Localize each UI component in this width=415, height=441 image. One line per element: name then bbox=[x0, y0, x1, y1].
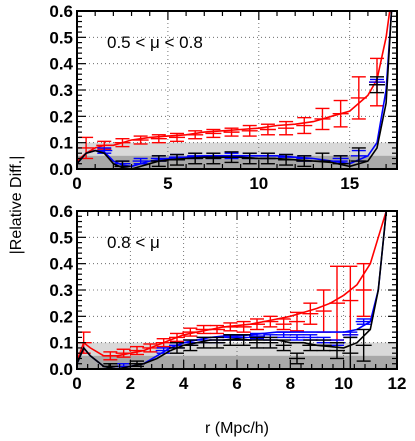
x-tick-label: 0 bbox=[72, 174, 81, 193]
data-point-black bbox=[150, 155, 167, 168]
data-point-red bbox=[222, 322, 239, 332]
x-tick-label: 4 bbox=[179, 374, 189, 393]
panel-annotation: 0.5 < μ < 0.8 bbox=[107, 33, 203, 52]
data-point-red bbox=[223, 127, 240, 137]
y-tick-label: 0.2 bbox=[49, 307, 73, 326]
x-tick-label: 8 bbox=[286, 374, 295, 393]
data-point-red bbox=[296, 116, 313, 135]
data-point-red bbox=[262, 315, 279, 328]
data-point-black bbox=[275, 339, 292, 352]
data-point-red bbox=[302, 302, 319, 325]
data-point-red bbox=[205, 128, 222, 139]
data-point-black bbox=[259, 152, 276, 165]
data-point-black bbox=[296, 155, 313, 168]
data-point-black bbox=[205, 152, 222, 165]
x-tick-label: 10 bbox=[249, 174, 268, 193]
data-point-red bbox=[209, 324, 225, 335]
panel-annotation: 0.8 < μ bbox=[107, 233, 160, 252]
x-axis-title: r (Mpc/h) bbox=[205, 420, 269, 437]
data-point-red bbox=[114, 138, 131, 148]
data-point-red bbox=[169, 132, 185, 143]
data-point-red bbox=[187, 130, 204, 140]
data-point-black bbox=[241, 152, 258, 165]
data-point-black bbox=[235, 334, 252, 346]
data-point-black bbox=[262, 336, 279, 349]
data-point-red bbox=[241, 124, 258, 137]
top-panel: 0 5 10 15 0.0 0.1 0.2 0.3 0.4 0.5 0.6 0.5 < μ < 0.8 bbox=[49, 2, 398, 193]
y-tick-label: 0.3 bbox=[49, 81, 73, 100]
data-point-red bbox=[142, 343, 159, 353]
data-point-black bbox=[315, 339, 332, 352]
data-point-red bbox=[115, 348, 132, 358]
y-tick-label: 0.0 bbox=[49, 160, 73, 179]
data-point-blue bbox=[96, 147, 113, 154]
data-point-red bbox=[129, 345, 145, 356]
data-point-blue bbox=[355, 318, 372, 325]
bottom-panel: 0 2 4 6 8 10 12 0.0 0.1 0.2 0.3 0.4 0.5 0.6 0.8 < μ bbox=[49, 202, 406, 393]
data-point-black bbox=[169, 153, 185, 166]
data-point-red bbox=[278, 120, 295, 136]
x-tick-label: 0 bbox=[72, 374, 81, 393]
data-point-red bbox=[235, 320, 252, 333]
data-point-red bbox=[329, 265, 345, 341]
data-point-blue bbox=[132, 157, 149, 165]
data-point-black bbox=[169, 341, 185, 354]
y-tick-label: 0.3 bbox=[49, 281, 73, 300]
data-point-black bbox=[314, 152, 331, 169]
y-tick-label: 0.6 bbox=[49, 202, 73, 221]
data-point-red bbox=[169, 332, 185, 343]
x-tick-label: 15 bbox=[340, 174, 359, 193]
data-point-black bbox=[187, 152, 204, 165]
data-point-black bbox=[222, 334, 239, 346]
data-point-blue bbox=[275, 331, 292, 339]
data-point-red bbox=[315, 289, 332, 333]
y-tick-label: 0.6 bbox=[49, 2, 73, 21]
y-tick-label: 0.2 bbox=[49, 107, 73, 126]
data-point-black bbox=[114, 160, 131, 169]
x-tick-label: 6 bbox=[232, 374, 241, 393]
data-point-black bbox=[278, 153, 295, 166]
data-point-black bbox=[289, 352, 305, 365]
y-tick-label: 0.4 bbox=[49, 55, 73, 74]
data-point-red bbox=[342, 265, 359, 336]
x-tick-label: 5 bbox=[163, 174, 172, 193]
data-point-red bbox=[182, 327, 199, 337]
data-point-black bbox=[355, 328, 372, 362]
data-point-blue bbox=[302, 334, 319, 341]
data-point-red bbox=[275, 318, 292, 331]
data-point-black bbox=[350, 147, 367, 169]
data-point-black bbox=[129, 360, 145, 368]
data-point-red bbox=[350, 76, 367, 120]
data-point-blue bbox=[342, 331, 359, 339]
y-tick-label: 0.1 bbox=[49, 334, 73, 353]
data-point-red bbox=[332, 99, 349, 128]
data-point-red bbox=[132, 135, 149, 145]
y-tick-label: 0.5 bbox=[49, 228, 73, 247]
data-point-black bbox=[369, 76, 385, 94]
y-tick-label: 0.5 bbox=[49, 28, 73, 47]
data-point-black bbox=[223, 151, 240, 164]
data-point-black bbox=[329, 341, 345, 360]
data-point-black bbox=[342, 336, 359, 369]
x-tick-label: 10 bbox=[334, 374, 353, 393]
data-point-black bbox=[182, 339, 199, 352]
data-point-black bbox=[209, 336, 225, 349]
data-point-red bbox=[355, 262, 372, 318]
y-axis-title: |Relative Diff.| bbox=[8, 156, 25, 255]
data-point-red bbox=[289, 311, 305, 332]
x-tick-label: 12 bbox=[388, 374, 407, 393]
y-tick-label: 0.1 bbox=[49, 134, 73, 153]
data-point-red bbox=[102, 351, 119, 361]
data-point-red bbox=[249, 318, 265, 331]
x-tick-label: 2 bbox=[126, 374, 135, 393]
data-point-red bbox=[314, 107, 331, 131]
y-tick-label: 0.4 bbox=[49, 255, 73, 274]
plot-area bbox=[77, 11, 393, 169]
data-point-red bbox=[155, 338, 172, 348]
data-point-red bbox=[259, 123, 276, 136]
data-point-red bbox=[150, 134, 167, 144]
y-tick-label: 0.0 bbox=[49, 360, 73, 379]
